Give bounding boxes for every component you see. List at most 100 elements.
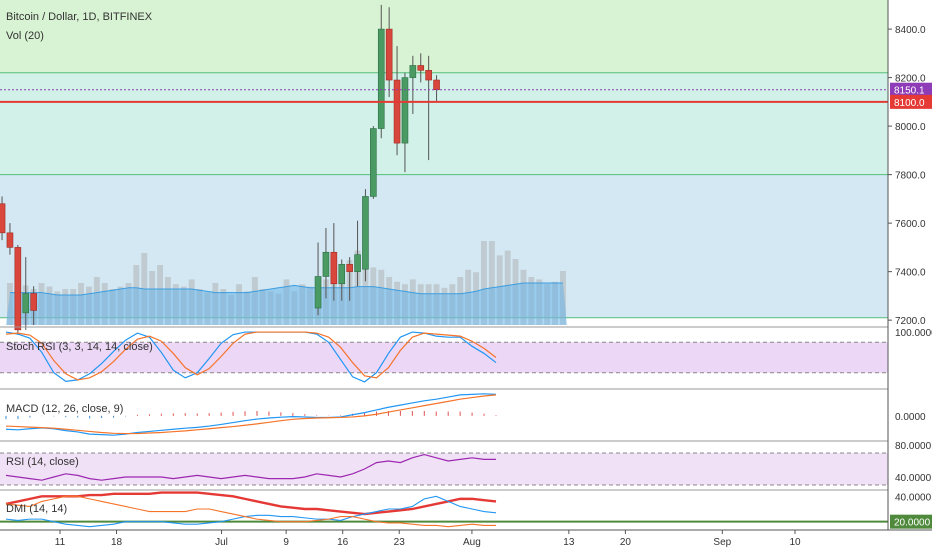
candle-body [417,65,425,71]
candle-body [377,28,385,129]
stoch-k-line [5,331,497,383]
candle[interactable] [417,53,425,83]
price-axis[interactable]: 8400.0 8200.0 8000.0 7800.0 7600.0 7400.0 7200… [887,0,932,550]
candle[interactable] [330,223,338,301]
stoch-d-line [5,331,497,381]
candle[interactable] [30,286,37,325]
rsi-line [5,453,496,481]
candle[interactable] [409,55,417,114]
candle[interactable] [314,242,322,316]
price-tick-label: 7400.0 [895,268,926,279]
dmi-badge: 20.0000 [894,518,931,529]
time-tick-label: 16 [337,537,349,548]
candle[interactable] [6,223,14,255]
pane-macd [0,388,932,436]
time-tick-label: 23 [394,537,406,548]
candle-body [385,28,393,81]
pane-dmi [0,489,932,528]
candle-body [22,293,30,314]
candle-body [362,196,369,270]
volume-ma-area [6,282,567,325]
current-price-badge-bg [890,82,932,97]
volume-bar [481,241,487,325]
price-tick-label: 8000.0 [895,122,926,133]
macd-macd-line [5,393,497,436]
candle[interactable] [322,227,330,299]
price-tick-label: 7600.0 [895,219,926,230]
candle-body [330,251,338,285]
indicator-tick-label: 40.0000 [895,492,932,503]
candle[interactable] [370,126,377,199]
current-price-badge: 8150.1 [894,86,925,97]
candle[interactable] [0,196,6,241]
indicator-tick-label: 100.0000 [895,328,932,339]
pane-label-rsi: RSI (14, close) [6,456,79,468]
candle-body [338,264,346,285]
volume-ma-fill [6,283,567,325]
candle[interactable] [362,189,369,282]
level-badge-bg [890,94,932,109]
time-tick-label: 20 [620,537,632,548]
candle-body [322,251,330,277]
symbol-title: Bitcoin / Dollar, 1D, BITFINEX [6,11,153,23]
candle-body [354,254,361,272]
time-tick-label: 18 [111,537,123,548]
volume-ma-line [9,282,563,296]
candle-body [30,293,37,311]
candle-body [14,247,22,331]
volume-label: Vol (20) [6,30,44,42]
level-badge: 8100.0 [894,98,925,109]
pane-rsi [0,440,932,486]
candle-body [409,65,417,78]
price-zones [0,0,888,319]
time-tick-label: Aug [463,537,481,548]
pane-band [0,453,888,485]
pane-band [0,342,888,373]
volume-bar [488,241,495,325]
candle-body [0,203,6,234]
dmi-badge-bg [890,514,932,529]
zone-upper [0,0,888,73]
dmi-minus_di-line [5,495,496,528]
price-tick-label: 7800.0 [895,171,926,182]
pane-label-dmi: DMI (14, 14) [6,503,67,515]
pane-label-macd: MACD (12, 26, close, 9) [6,403,123,415]
price-tick-label: 7200.0 [895,316,926,327]
candle-body [401,77,409,144]
time-tick-label: 11 [55,537,66,548]
pane-label-stoch_rsi: Stoch RSI (3, 3, 14, 14, close) [6,341,153,353]
candle[interactable] [354,220,361,287]
candle-body [433,79,440,91]
macd-signal-line [5,394,497,435]
indicator-tick-label: 80.0000 [895,441,932,452]
candle-body [370,128,377,197]
candle[interactable] [346,257,353,301]
time-tick-label: 13 [563,537,575,548]
time-tick-label: 10 [789,537,801,548]
candle[interactable] [385,7,393,98]
time-tick-label: 9 [283,537,289,548]
candle[interactable] [377,4,385,139]
candle[interactable] [338,259,346,301]
price-levels [0,89,888,103]
time-tick-label: Sep [713,537,731,548]
candle[interactable] [14,244,22,335]
candle-body [425,70,432,81]
candlesticks[interactable] [0,4,440,335]
zone-mid [0,72,888,175]
indicator-panes: Stoch RSI (3, 3, 14, 14, close) MACD (12,… [0,326,932,528]
indicator-tick-label: 0.0000 [895,412,926,423]
candle-body [346,264,353,272]
candle-body [6,232,14,248]
candle-body [314,276,322,309]
candle-body [393,79,401,144]
time-axis[interactable]: 11 18 Jul 9 16 23 Aug 13 20 Sep 10 [0,529,932,548]
candle[interactable] [22,257,30,330]
pane-stoch_rsi [0,326,932,383]
header: Bitcoin / Dollar, 1D, BITFINEX Vol (20) [6,11,153,42]
price-tick-label: 8400.0 [895,25,926,36]
candle[interactable] [425,55,432,161]
price-tick-label: 8200.0 [895,74,926,85]
candle[interactable] [393,46,401,156]
